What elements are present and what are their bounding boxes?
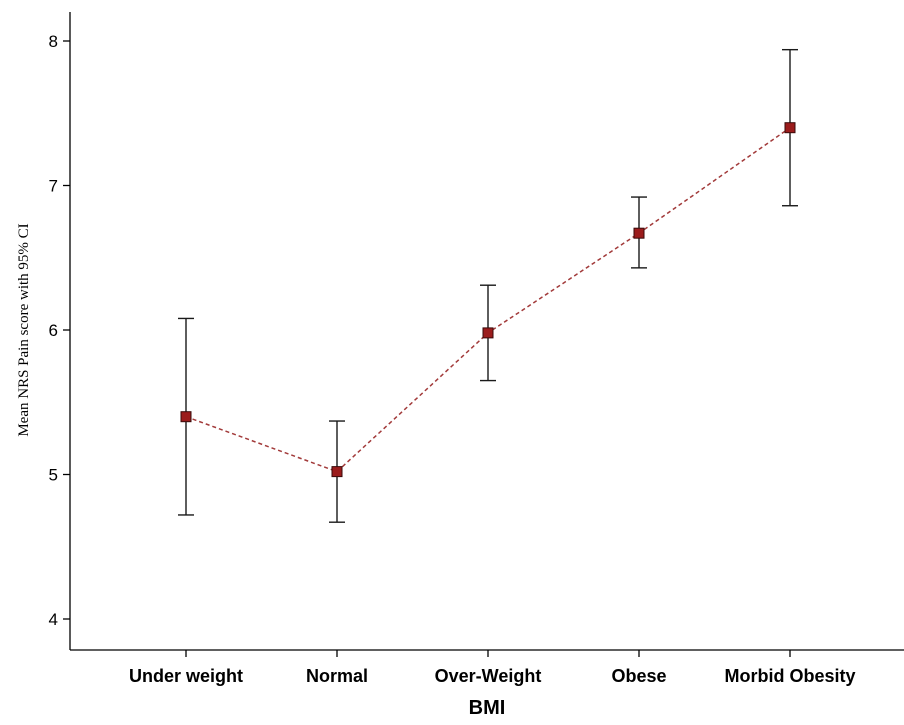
series-markers <box>180 122 796 478</box>
x-tick-label: Under weight <box>129 666 243 686</box>
x-ticks: Under weight Normal Over-Weight Obese Morbid… <box>129 650 856 686</box>
y-tick-label: 4 <box>49 610 58 629</box>
y-tick-label: 5 <box>49 466 58 485</box>
y-tick-label: 6 <box>49 321 58 340</box>
axes <box>69 12 904 651</box>
x-tick-label: Over-Weight <box>435 666 542 686</box>
data-point-marker <box>180 411 192 423</box>
data-point-marker <box>482 327 494 339</box>
data-point-marker <box>331 466 343 478</box>
x-tick-label: Morbid Obesity <box>724 666 855 686</box>
y-ticks: 4 5 6 7 8 <box>49 32 70 629</box>
y-tick-label: 7 <box>49 177 58 196</box>
data-point-marker <box>633 227 645 239</box>
data-point-marker <box>784 122 796 134</box>
y-axis-title: Mean NRS Pain score with 95% CI <box>16 223 32 436</box>
x-axis-title: BMI <box>469 697 506 719</box>
y-tick-label: 8 <box>49 32 58 51</box>
error-bars <box>178 48 798 523</box>
x-tick-label: Obese <box>611 666 666 686</box>
x-tick-label: Normal <box>306 666 368 686</box>
